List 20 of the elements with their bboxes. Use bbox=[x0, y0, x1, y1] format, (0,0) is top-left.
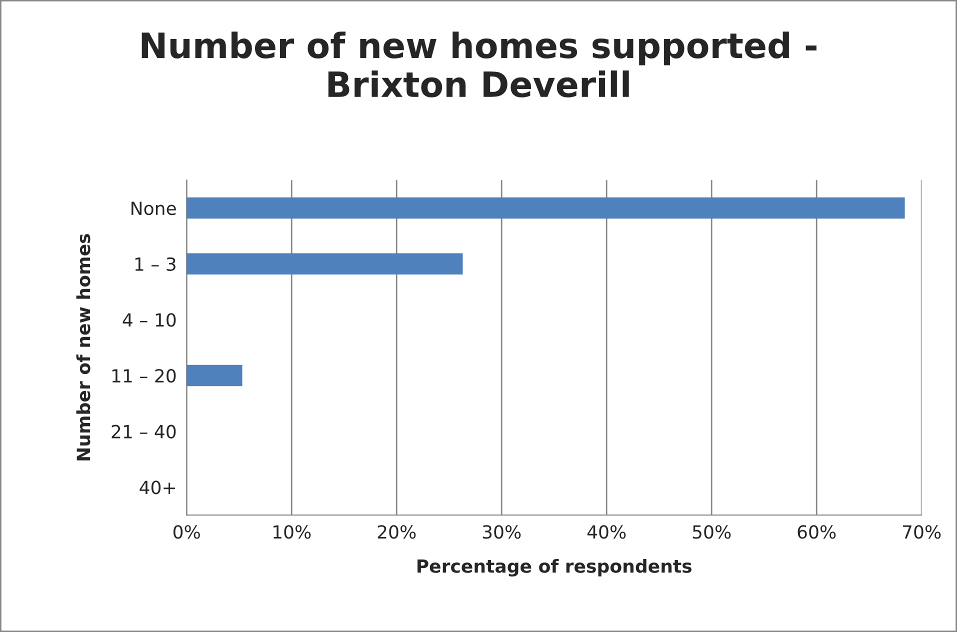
x-tick-label: 70% bbox=[903, 525, 941, 539]
bar bbox=[186, 253, 463, 274]
x-axis-title: Percentage of respondents bbox=[418, 558, 692, 577]
chart-title: Number of new homes supported - Brixton Deverill bbox=[142, 32, 816, 98]
y-tick-label: 40+ bbox=[140, 480, 175, 494]
y-tick-label: 4 – 10 bbox=[122, 313, 176, 327]
x-tick-label: 20% bbox=[378, 525, 416, 539]
x-tick-label: 30% bbox=[482, 525, 521, 539]
y-tick-label: None bbox=[132, 202, 176, 216]
y-tick-label: 11 – 20 bbox=[112, 368, 176, 383]
x-tick-label: 40% bbox=[587, 525, 626, 539]
bar bbox=[186, 364, 242, 386]
x-tick-label: 0% bbox=[173, 525, 200, 539]
x-tick-label: 60% bbox=[798, 525, 836, 539]
x-tick-label: 50% bbox=[692, 525, 731, 539]
x-tick-label: 10% bbox=[274, 525, 311, 539]
y-tick-label: 21 – 40 bbox=[112, 424, 176, 438]
bar bbox=[186, 197, 905, 219]
y-axis-title: Number of new homes bbox=[76, 234, 90, 460]
y-tick-label: 1 – 3 bbox=[135, 257, 176, 271]
